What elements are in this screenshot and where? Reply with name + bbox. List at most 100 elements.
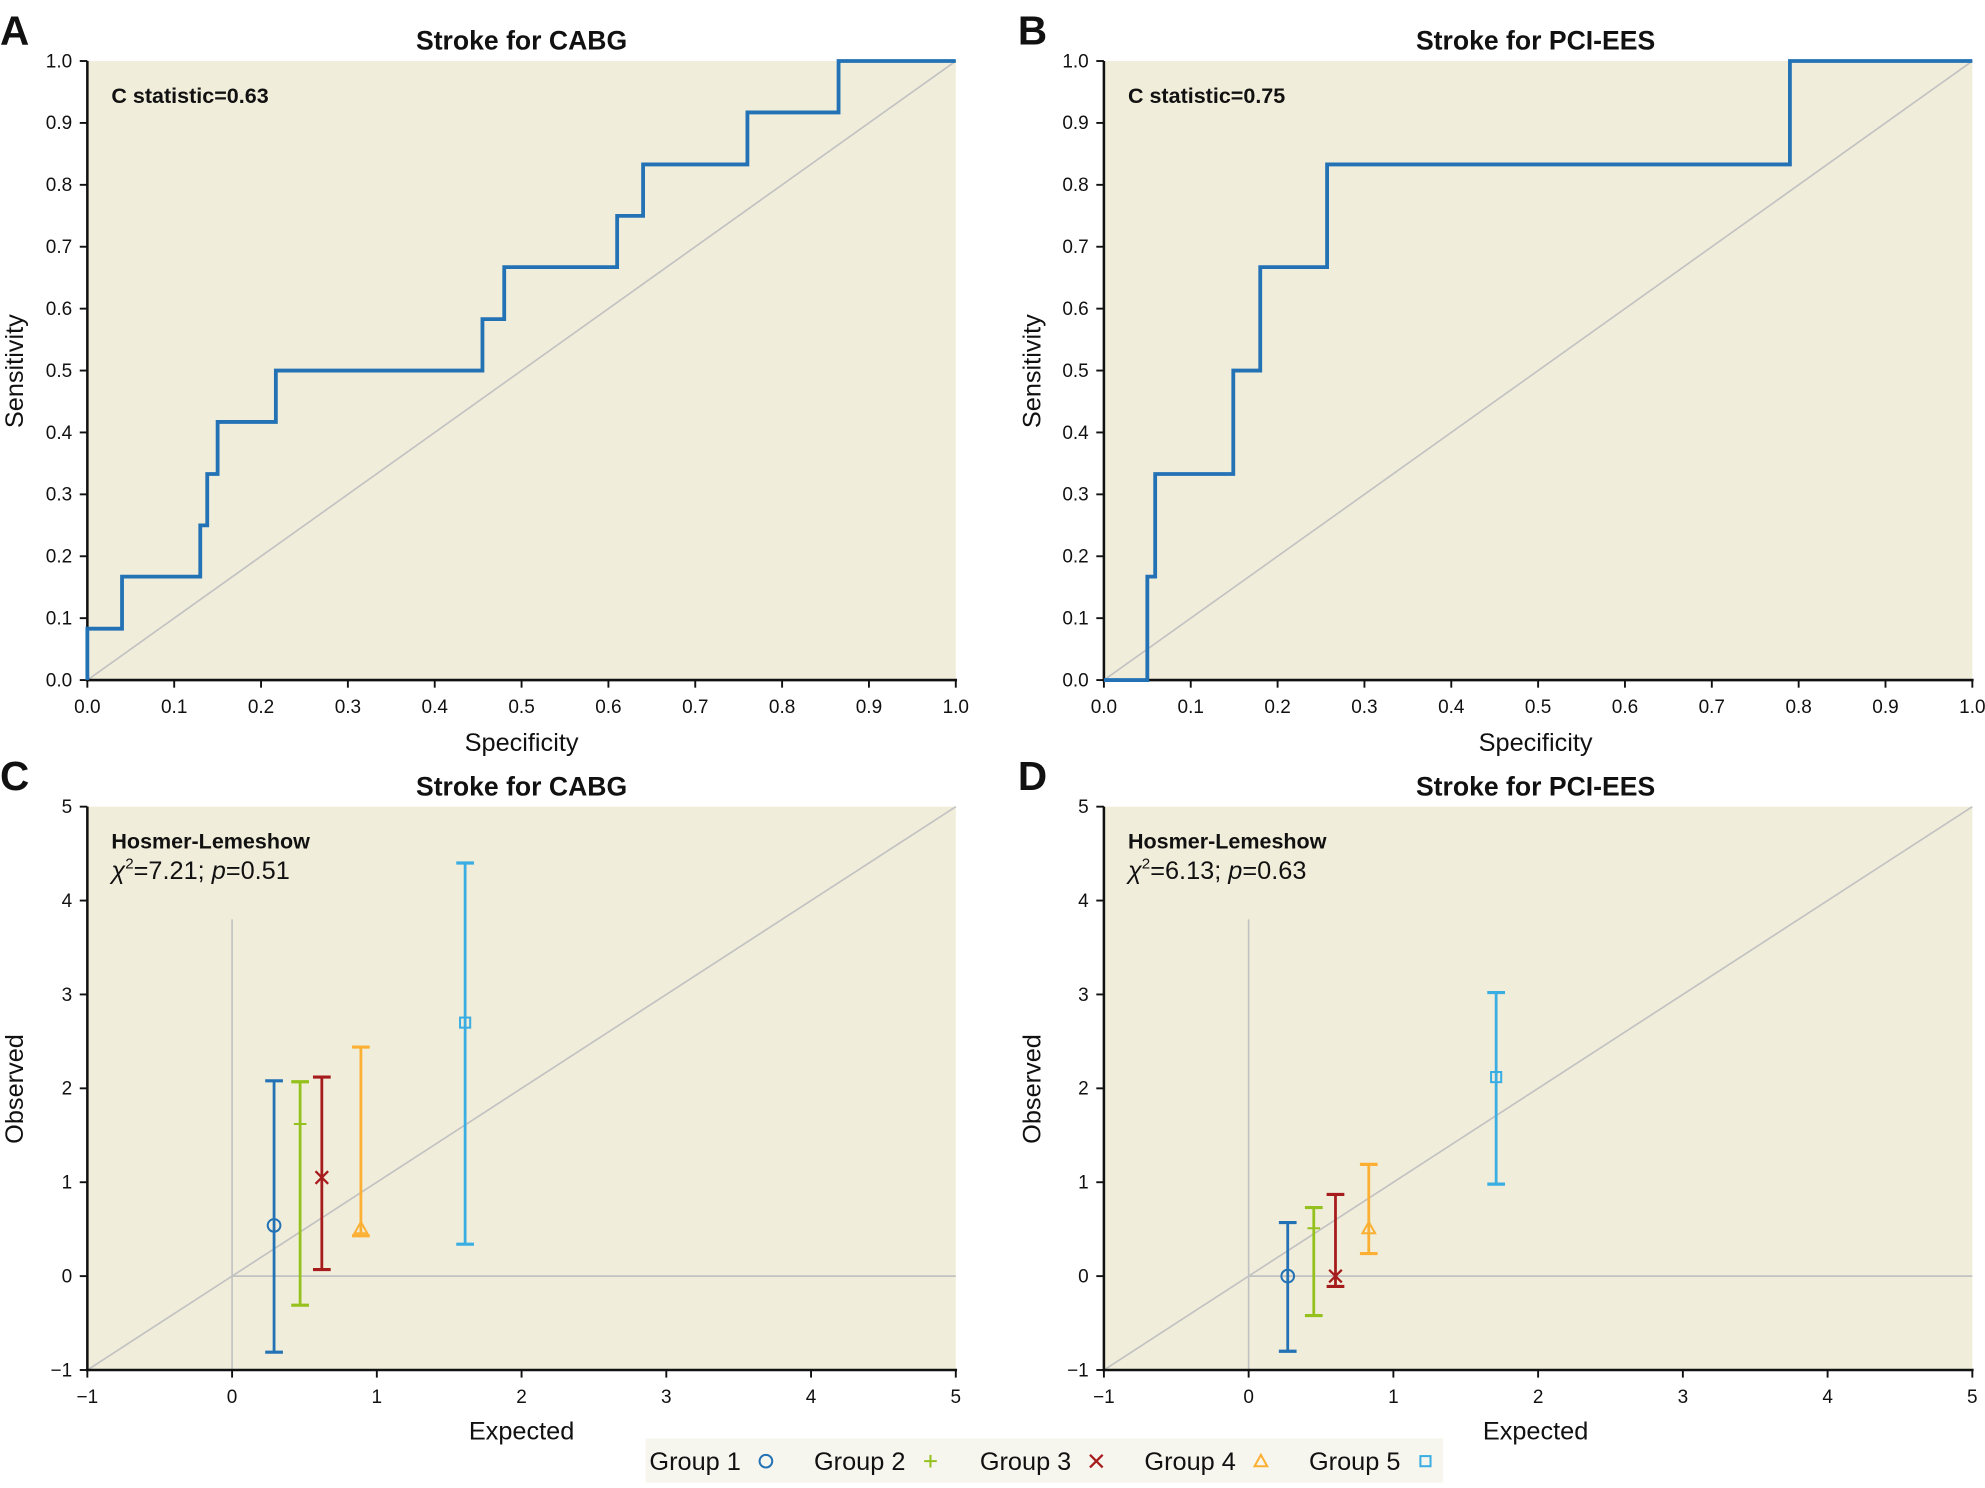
panel-c-group-4-point (352, 1219, 369, 1235)
panel-letter-b: B (1018, 8, 1047, 54)
panel-a-c-statistic: C statistic=0.63 (111, 84, 268, 108)
chi-symbol: χ (1126, 857, 1143, 885)
panel-d-x-axis-label: Expected (1483, 1418, 1588, 1446)
panel-d-y-tick-label: 3 (1078, 985, 1089, 1006)
panel-d-chi2-value: =6.13; (1150, 857, 1228, 885)
panel-b-x-tick-label: 0.6 (1612, 697, 1638, 718)
panel-a-y-tick-label: 0.0 (46, 670, 72, 691)
legend-label-group-3: Group 3 (980, 1448, 1071, 1476)
panel-a-x-tick-label: 0.1 (161, 697, 187, 718)
panel-c-x-tick-label: 0 (227, 1387, 238, 1408)
panel-c-group-5-point (459, 1016, 472, 1029)
panel-c-group-4 (352, 1045, 370, 1238)
legend-item-group-5: Group 5 (1309, 1448, 1432, 1476)
panel-c: C Stroke for CABG Expected Observed Hosm… (0, 753, 961, 1445)
panel-a-x-tick-label: 0.8 (769, 697, 795, 718)
panel-d-x-tick-label: 5 (1967, 1387, 1978, 1408)
panel-c-hl-stat: χ2=7.21; p=0.51 (109, 856, 289, 885)
panel-d-hl-stat: χ2=6.13; p=0.63 (1126, 856, 1306, 885)
panel-a-y-tick-label: 0.9 (46, 113, 72, 134)
panel-d-x-tick-label: 1 (1388, 1387, 1399, 1408)
panel-b-x-tick-label: 0.0 (1091, 697, 1117, 718)
panel-b-y-tick-label: 0.9 (1062, 113, 1088, 134)
panel-a: A Stroke for CABG Specificity Sensitivit… (0, 8, 969, 757)
panel-b-x-tick-label: 0.3 (1351, 697, 1377, 718)
panel-d-x-tick-label: 4 (1822, 1387, 1833, 1408)
panel-b-title: Stroke for PCI-EES (1416, 26, 1655, 56)
legend-marker-triangle-icon (1252, 1452, 1269, 1468)
panel-d-p-value: =0.63 (1242, 857, 1306, 885)
panel-c-group-3-point (314, 1170, 329, 1185)
panel-c-title: Stroke for CABG (416, 771, 627, 801)
panel-a-y-tick-label: 0.5 (46, 361, 72, 382)
panel-c-x-tick-label: 4 (806, 1387, 817, 1408)
panel-b-x-axis-label: Specificity (1479, 729, 1593, 757)
panel-c-x-tick-label: 3 (661, 1387, 672, 1408)
panel-c-y-tick-label: 2 (62, 1079, 73, 1100)
panel-c-x-tick-label: 1 (372, 1387, 383, 1408)
panel-d-x-tick-label: 0 (1243, 1387, 1254, 1408)
panel-b-y-tick-label: 0.6 (1062, 299, 1088, 320)
legend-label-group-1: Group 1 (649, 1448, 740, 1476)
panel-b-x-tick-label: 0.8 (1785, 697, 1811, 718)
panel-a-y-tick-label: 0.4 (46, 423, 72, 444)
panel-b-y-tick-label: 0.2 (1062, 547, 1088, 568)
panel-letter-d: D (1018, 753, 1047, 799)
panel-a-y-tick-label: 0.2 (46, 547, 72, 568)
panel-d-x-tick-label: 3 (1678, 1387, 1689, 1408)
panel-a-y-tick-label: 0.1 (46, 608, 72, 629)
panel-a-x-tick-label: 1.0 (943, 697, 969, 718)
panel-a-x-tick-label: 0.7 (682, 697, 708, 718)
legend-marker-plus-icon (924, 1454, 937, 1468)
legend-label-group-5: Group 5 (1309, 1448, 1400, 1476)
chi-symbol: χ (109, 857, 126, 885)
panel-d-y-tick-label: −1 (1067, 1360, 1089, 1381)
panel-c-x-axis-label: Expected (469, 1418, 574, 1446)
panel-b-x-tick-label: 1.0 (1959, 697, 1985, 718)
panel-d-x-tick-label: 2 (1533, 1387, 1544, 1408)
panel-c-y-tick-label: −1 (51, 1360, 73, 1381)
panel-letter-c: C (0, 753, 29, 799)
panel-d-reference-diagonal (1103, 805, 1973, 1371)
panel-a-x-tick-label: 0.2 (248, 697, 274, 718)
panel-b-y-tick-label: 0.1 (1062, 608, 1088, 629)
panel-c-group-1-point (266, 1218, 282, 1233)
panel-d-group-2-point (1307, 1221, 1321, 1235)
panel-d-group-1-point (1280, 1268, 1296, 1284)
legend-item-group-3: Group 3 (980, 1448, 1104, 1476)
panel-c-y-tick-label: 1 (62, 1173, 73, 1194)
panel-b-x-tick-label: 0.7 (1699, 697, 1725, 718)
panel-letter-a: A (0, 8, 29, 54)
panel-d-group-2 (1304, 1205, 1323, 1318)
panel-a-roc-curve (85, 59, 956, 681)
panel-b-y-tick-label: 0.7 (1062, 237, 1088, 258)
panel-c-group-2-point (293, 1117, 307, 1131)
panel-b: B Stroke for PCI-EES Specificity Sensiti… (1018, 8, 1985, 757)
panel-b-x-tick-label: 0.4 (1438, 697, 1464, 718)
panel-d-y-tick-label: 1 (1078, 1173, 1089, 1194)
panel-b-y-tick-label: 0.8 (1062, 175, 1088, 196)
panel-d-y-tick-label: 0 (1078, 1266, 1089, 1287)
panel-d-p-label: p (1227, 857, 1242, 885)
superscript-2: 2 (1142, 856, 1150, 873)
panel-b-y-tick-label: 1.0 (1062, 51, 1088, 72)
panel-a-y-tick-label: 0.8 (46, 175, 72, 196)
panel-c-reference-diagonal (86, 805, 957, 1371)
panel-b-x-tick-label: 0.1 (1178, 697, 1204, 718)
legend-marker-circle-icon (758, 1453, 774, 1469)
panel-c-y-tick-label: 4 (62, 891, 73, 912)
panel-a-reference-diagonal (86, 60, 957, 681)
panel-a-x-tick-label: 0.9 (856, 697, 882, 718)
panel-d-y-axis-label: Observed (1019, 1034, 1047, 1144)
panel-c-group-2 (291, 1080, 309, 1307)
panel-d-group-3 (1326, 1192, 1345, 1289)
panel-b-x-tick-label: 0.2 (1264, 697, 1290, 718)
panel-d-group-3-point (1328, 1268, 1343, 1284)
panel-d-group-4 (1359, 1162, 1378, 1256)
panel-c-x-tick-label: 2 (516, 1387, 527, 1408)
panel-b-y-tick-label: 0.3 (1062, 485, 1088, 506)
panel-d-group-4-point (1360, 1219, 1377, 1235)
panel-d-y-tick-label: 4 (1078, 891, 1089, 912)
panel-b-roc-curve (1103, 59, 1973, 682)
